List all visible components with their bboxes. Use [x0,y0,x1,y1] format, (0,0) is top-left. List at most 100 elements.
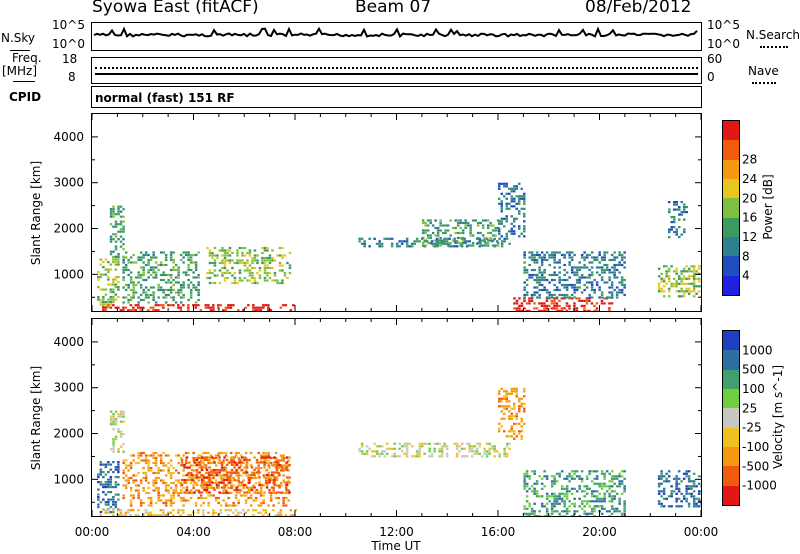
power-pixel [523,253,526,257]
velocity-pixel [623,505,626,508]
velocity-pixel [228,476,231,479]
velocity-pixel [360,450,364,453]
power-pixel [690,275,693,278]
velocity-pixel [523,402,526,405]
velocity-pixel [465,455,469,458]
power-pixel [159,263,163,267]
power-pixel [172,304,175,307]
velocity-pixel [525,472,529,475]
power-pixel [471,234,475,237]
velocity-pixel [277,501,280,505]
power-pixel [570,268,574,272]
power-pixel [228,246,232,250]
power-pixel [613,288,616,292]
velocity-pixel [553,502,556,505]
power-pixel [466,244,470,247]
velocity-pixel [259,491,263,495]
velocity-pixel [117,514,120,517]
velocity-pixel [154,471,158,475]
velocity-pixel [595,470,599,473]
velocity-pixel [157,471,160,475]
velocity-pixel [620,492,624,495]
power-pixel [194,306,198,309]
velocity-pixel [560,485,564,488]
velocity-pixel [608,495,611,498]
velocity-pixel [149,466,153,470]
velocity-pixel [695,505,698,508]
power-pixel [197,276,200,279]
power-pixel [139,306,143,309]
velocity-pixel [144,479,148,482]
velocity-pixel [147,486,150,490]
velocity-pixel [520,437,523,440]
velocity-pixel [603,495,606,498]
power-pixel [525,291,529,294]
power-echo-region [122,251,200,304]
velocity-pixel [282,459,285,462]
power-pixel [436,234,440,237]
velocity-pixel [203,488,206,492]
power-pixel [543,302,546,305]
xtick-label: 04:00 [176,525,211,539]
power-pixel [288,266,292,270]
power-pixel [523,212,526,215]
velocity-pixel [255,471,259,474]
velocity-pixel [242,509,245,512]
power-pixel [162,291,165,294]
velocity-pixel [119,413,123,416]
velocity-pixel [109,498,113,501]
power-pixel [282,304,285,307]
velocity-pixel [137,461,140,465]
freq-trace [95,73,698,75]
power-pixel [585,281,589,284]
velocity-pixel [275,471,279,474]
power-pixel [266,274,269,277]
power-pixel [491,239,495,242]
velocity-pixel [167,466,170,470]
power-pixel [445,240,449,243]
power-pixel [122,248,125,251]
power-pixel [179,288,183,292]
velocity-pixel [540,487,544,490]
velocity-pixel [262,499,265,502]
velocity-pixel [260,461,264,464]
power-pixel [603,271,606,274]
velocity-pixel [234,451,238,455]
velocity-pixel [200,476,204,479]
velocity-pixel [219,504,223,507]
velocity-pixel [430,455,434,458]
velocity-pixel [284,514,288,517]
power-pixel [107,261,110,264]
velocity-pixel [282,464,285,467]
velocity-pixel [134,514,138,517]
velocity-pixel [277,511,280,514]
power-pixel [241,261,244,265]
velocity-pixel [190,468,194,472]
power-pixel [164,263,168,267]
power-pixel [660,290,663,293]
velocity-pixel [692,490,696,493]
power-pixel [119,220,123,223]
power-pixel [464,221,467,225]
power-cbar-swatch [723,256,739,276]
velocity-pixel [182,496,185,500]
power-pixel [456,231,460,235]
velocity-pixel [134,479,138,482]
power-pixel [261,259,264,262]
power-pixel [479,244,482,247]
velocity-pixel [523,487,526,490]
power-pixel [523,195,526,198]
velocity-pixel [287,479,290,482]
power-pixel [580,291,584,294]
power-pixel [238,246,242,250]
power-pixel [590,288,594,292]
velocity-pixel [218,491,221,494]
velocity-pixel [677,490,681,493]
velocity-pixel [253,468,256,472]
velocity-pixel [428,442,431,445]
velocity-pixel [600,505,604,508]
power-pixel [268,276,272,280]
power-pixel [528,276,531,279]
velocity-pixel [667,505,671,508]
power-pixel [560,278,564,282]
